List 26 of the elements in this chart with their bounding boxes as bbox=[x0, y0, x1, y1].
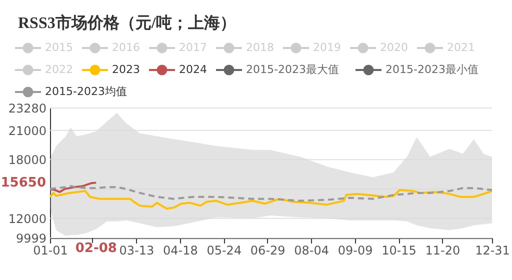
text: 02-08 bbox=[75, 241, 117, 256]
x-tick-label: 08-04 bbox=[294, 244, 330, 258]
legend-label: 2015-2023最小值 bbox=[386, 63, 478, 76]
y-tick-label: 18000 bbox=[8, 153, 46, 168]
chart-title: RSS3市场价格（元/吨；上海） bbox=[18, 14, 236, 32]
x-tick-label: 10-15 bbox=[382, 244, 416, 258]
y-tick-label: 23280 bbox=[8, 102, 46, 116]
x-tick-label: 04-18 bbox=[162, 244, 198, 258]
text: 15650 bbox=[0, 176, 46, 191]
x-tick-label: 06-29 bbox=[250, 244, 286, 258]
x-tick-label: 01-01 bbox=[33, 244, 68, 258]
legend-label: 2023 bbox=[112, 63, 140, 76]
x-tick-label: 12-31 bbox=[475, 244, 510, 258]
line-series bbox=[50, 182, 98, 193]
x-tick-label: 05-24 bbox=[206, 244, 242, 258]
y-tick-label: 9999 bbox=[16, 232, 46, 246]
legend-label: 2015-2023最大值 bbox=[246, 63, 339, 76]
legend-label: 2024 bbox=[179, 63, 207, 76]
y-tick-label: 21000 bbox=[8, 124, 46, 138]
y-tick-label: 12000 bbox=[8, 212, 46, 226]
line-series bbox=[50, 189, 492, 210]
line-series bbox=[50, 185, 492, 202]
x-tick-label: 03-13 bbox=[119, 244, 154, 258]
x-tick-label: 09-09 bbox=[338, 244, 373, 258]
x-tick-label: 11-20 bbox=[425, 244, 460, 258]
legend-label: 2015-2023均值 bbox=[45, 85, 127, 98]
